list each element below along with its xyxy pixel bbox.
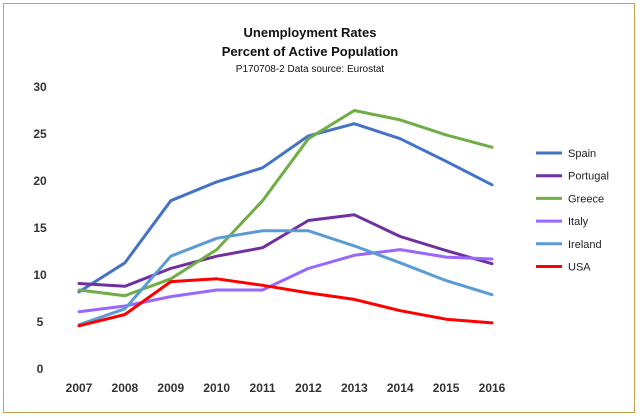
x-tick-label: 2015 bbox=[433, 381, 460, 395]
x-tick-label: 2008 bbox=[112, 381, 139, 395]
y-tick-label: 10 bbox=[33, 268, 47, 282]
source-note: P170708-2 Data source: Eurostat bbox=[236, 64, 385, 75]
y-tick-label: 15 bbox=[33, 221, 47, 235]
x-axis: 2007 2008 2009 2010 2011 2012 2013 2014 2015 2016 bbox=[66, 381, 506, 395]
legend: Spain Portugal Greece Italy Ireland USA bbox=[536, 148, 609, 274]
series-line-usa bbox=[77, 277, 494, 328]
y-tick-label: 0 bbox=[37, 362, 44, 376]
x-tick-label: 2016 bbox=[479, 381, 506, 395]
y-axis: 0 5 10 15 20 25 30 bbox=[33, 80, 47, 376]
x-tick-label: 2011 bbox=[250, 381, 276, 395]
series-line-greece bbox=[77, 109, 494, 298]
series-line-ireland bbox=[77, 229, 494, 327]
legend-label-greece: Greece bbox=[568, 193, 604, 205]
y-tick-label: 30 bbox=[33, 80, 47, 94]
legend-label-ireland: Ireland bbox=[568, 239, 602, 251]
x-tick-label: 2012 bbox=[295, 381, 322, 395]
x-tick-label: 2013 bbox=[341, 381, 368, 395]
x-tick-label: 2007 bbox=[66, 381, 93, 395]
x-tick-label: 2014 bbox=[387, 381, 414, 395]
legend-label-italy: Italy bbox=[568, 216, 589, 228]
chart-subtitle: Percent of Active Population bbox=[222, 44, 399, 59]
x-tick-label: 2010 bbox=[203, 381, 230, 395]
y-tick-label: 25 bbox=[33, 127, 47, 141]
legend-label-portugal: Portugal bbox=[568, 171, 609, 183]
legend-label-spain: Spain bbox=[568, 148, 596, 160]
y-tick-label: 5 bbox=[37, 315, 44, 329]
series-lines bbox=[77, 109, 494, 328]
series-line-portugal bbox=[77, 213, 494, 288]
legend-label-usa: USA bbox=[568, 262, 591, 274]
chart-title: Unemployment Rates bbox=[244, 25, 377, 40]
y-tick-label: 20 bbox=[33, 174, 47, 188]
x-tick-label: 2009 bbox=[157, 381, 184, 395]
series-line-italy bbox=[77, 248, 494, 314]
chart-frame bbox=[3, 3, 635, 413]
series-line-spain bbox=[77, 122, 494, 294]
